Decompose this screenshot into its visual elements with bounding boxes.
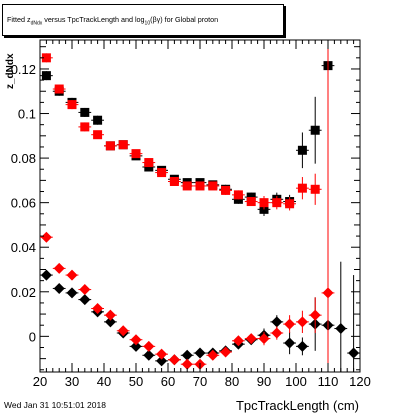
data-point <box>130 340 142 352</box>
data-point <box>182 181 192 191</box>
data-point <box>208 181 218 191</box>
data-point <box>309 309 321 321</box>
chart-title-text-c: (βγ) for Global proton <box>150 15 219 24</box>
y-tick-label: 0.08 <box>11 151 36 166</box>
data-point <box>156 355 168 367</box>
data-point <box>53 282 65 294</box>
data-point <box>259 198 269 208</box>
data-point <box>297 183 307 193</box>
data-point <box>220 346 232 358</box>
y-axis-label: z_dNdx <box>5 53 16 89</box>
data-point <box>40 231 52 243</box>
x-tick-label: 50 <box>129 374 143 389</box>
data-point <box>258 333 270 345</box>
x-tick-label: 100 <box>285 374 307 389</box>
data-point <box>194 347 206 359</box>
data-point <box>80 122 90 132</box>
data-point <box>285 199 295 209</box>
y-tick-label: 0 <box>29 329 36 344</box>
x-tick-label: 110 <box>318 374 339 389</box>
x-tick-label: 80 <box>225 374 239 389</box>
data-point <box>66 287 78 299</box>
chart-title-text-b: versus TpcTrackLength and log <box>42 15 145 24</box>
data-point <box>348 347 360 359</box>
data-point <box>271 316 283 328</box>
data-point <box>297 145 307 155</box>
date-stamp: Wed Jan 31 10:51:01 2018 <box>4 400 106 410</box>
data-point <box>143 349 155 361</box>
y-tick-label: 0.04 <box>11 240 36 255</box>
chart-axes: 20 30 40 50 60 70 80 90 100 110 120 0 0.02 0.04 0.06 0.… <box>11 40 371 389</box>
chart-title: Fitted zdNdx versus TpcTrackLength and l… <box>2 4 284 36</box>
x-tick-label: 20 <box>33 374 47 389</box>
chart-title-text-a: Fitted z <box>7 15 31 24</box>
data-point <box>181 349 193 361</box>
data-point <box>181 358 193 370</box>
data-point <box>310 184 320 194</box>
x-tick-label: 30 <box>65 374 79 389</box>
series-3 <box>40 40 335 372</box>
data-point <box>41 53 51 63</box>
data-point <box>117 325 129 337</box>
data-point <box>271 327 283 339</box>
chart-marks <box>40 40 360 372</box>
data-point <box>232 335 244 347</box>
data-point <box>53 262 65 274</box>
data-point <box>104 309 116 321</box>
y-tick-label: 0.1 <box>18 107 36 122</box>
data-point <box>245 333 257 345</box>
y-tick-label: 0.02 <box>11 285 36 300</box>
data-point <box>144 158 154 168</box>
x-tick-label: 90 <box>257 374 271 389</box>
x-tick-label: 70 <box>193 374 207 389</box>
series-1 <box>40 53 322 211</box>
data-point <box>296 340 308 352</box>
data-point <box>156 348 168 360</box>
chart-title-subscript-b: 10 <box>144 20 151 27</box>
data-point <box>207 349 219 361</box>
data-point <box>80 107 90 117</box>
x-tick-label: 40 <box>97 374 111 389</box>
data-point <box>54 84 64 94</box>
data-point <box>79 294 91 306</box>
x-tick-label: 60 <box>161 374 175 389</box>
data-point <box>105 141 115 151</box>
data-point <box>322 287 334 299</box>
data-point <box>93 115 103 125</box>
chart-title-subscript-a: dNdx <box>30 20 43 27</box>
x-tick-label: 120 <box>349 374 371 389</box>
y-tick-label: 0.12 <box>11 62 36 77</box>
data-point <box>66 269 78 281</box>
x-axis-label: TpcTrackLength (cm) <box>236 398 359 413</box>
data-point <box>168 354 180 366</box>
data-point <box>169 176 179 186</box>
data-point <box>157 168 167 178</box>
data-point <box>284 318 296 330</box>
data-point <box>310 125 320 135</box>
data-point <box>284 337 296 349</box>
data-point <box>104 316 116 328</box>
data-point <box>118 140 128 150</box>
data-point <box>92 302 104 314</box>
data-point <box>221 185 231 195</box>
data-point <box>131 149 141 159</box>
data-point <box>296 316 308 328</box>
data-point <box>79 284 91 296</box>
data-point <box>67 100 77 110</box>
data-point <box>233 190 243 200</box>
data-point <box>93 130 103 140</box>
data-point <box>335 323 347 335</box>
data-point <box>40 269 52 281</box>
data-point <box>130 334 142 346</box>
data-point <box>272 198 282 208</box>
y-tick-label: 0.06 <box>11 196 36 211</box>
data-point <box>195 181 205 191</box>
data-point <box>41 71 51 81</box>
data-point <box>246 197 256 207</box>
data-point <box>143 340 155 352</box>
